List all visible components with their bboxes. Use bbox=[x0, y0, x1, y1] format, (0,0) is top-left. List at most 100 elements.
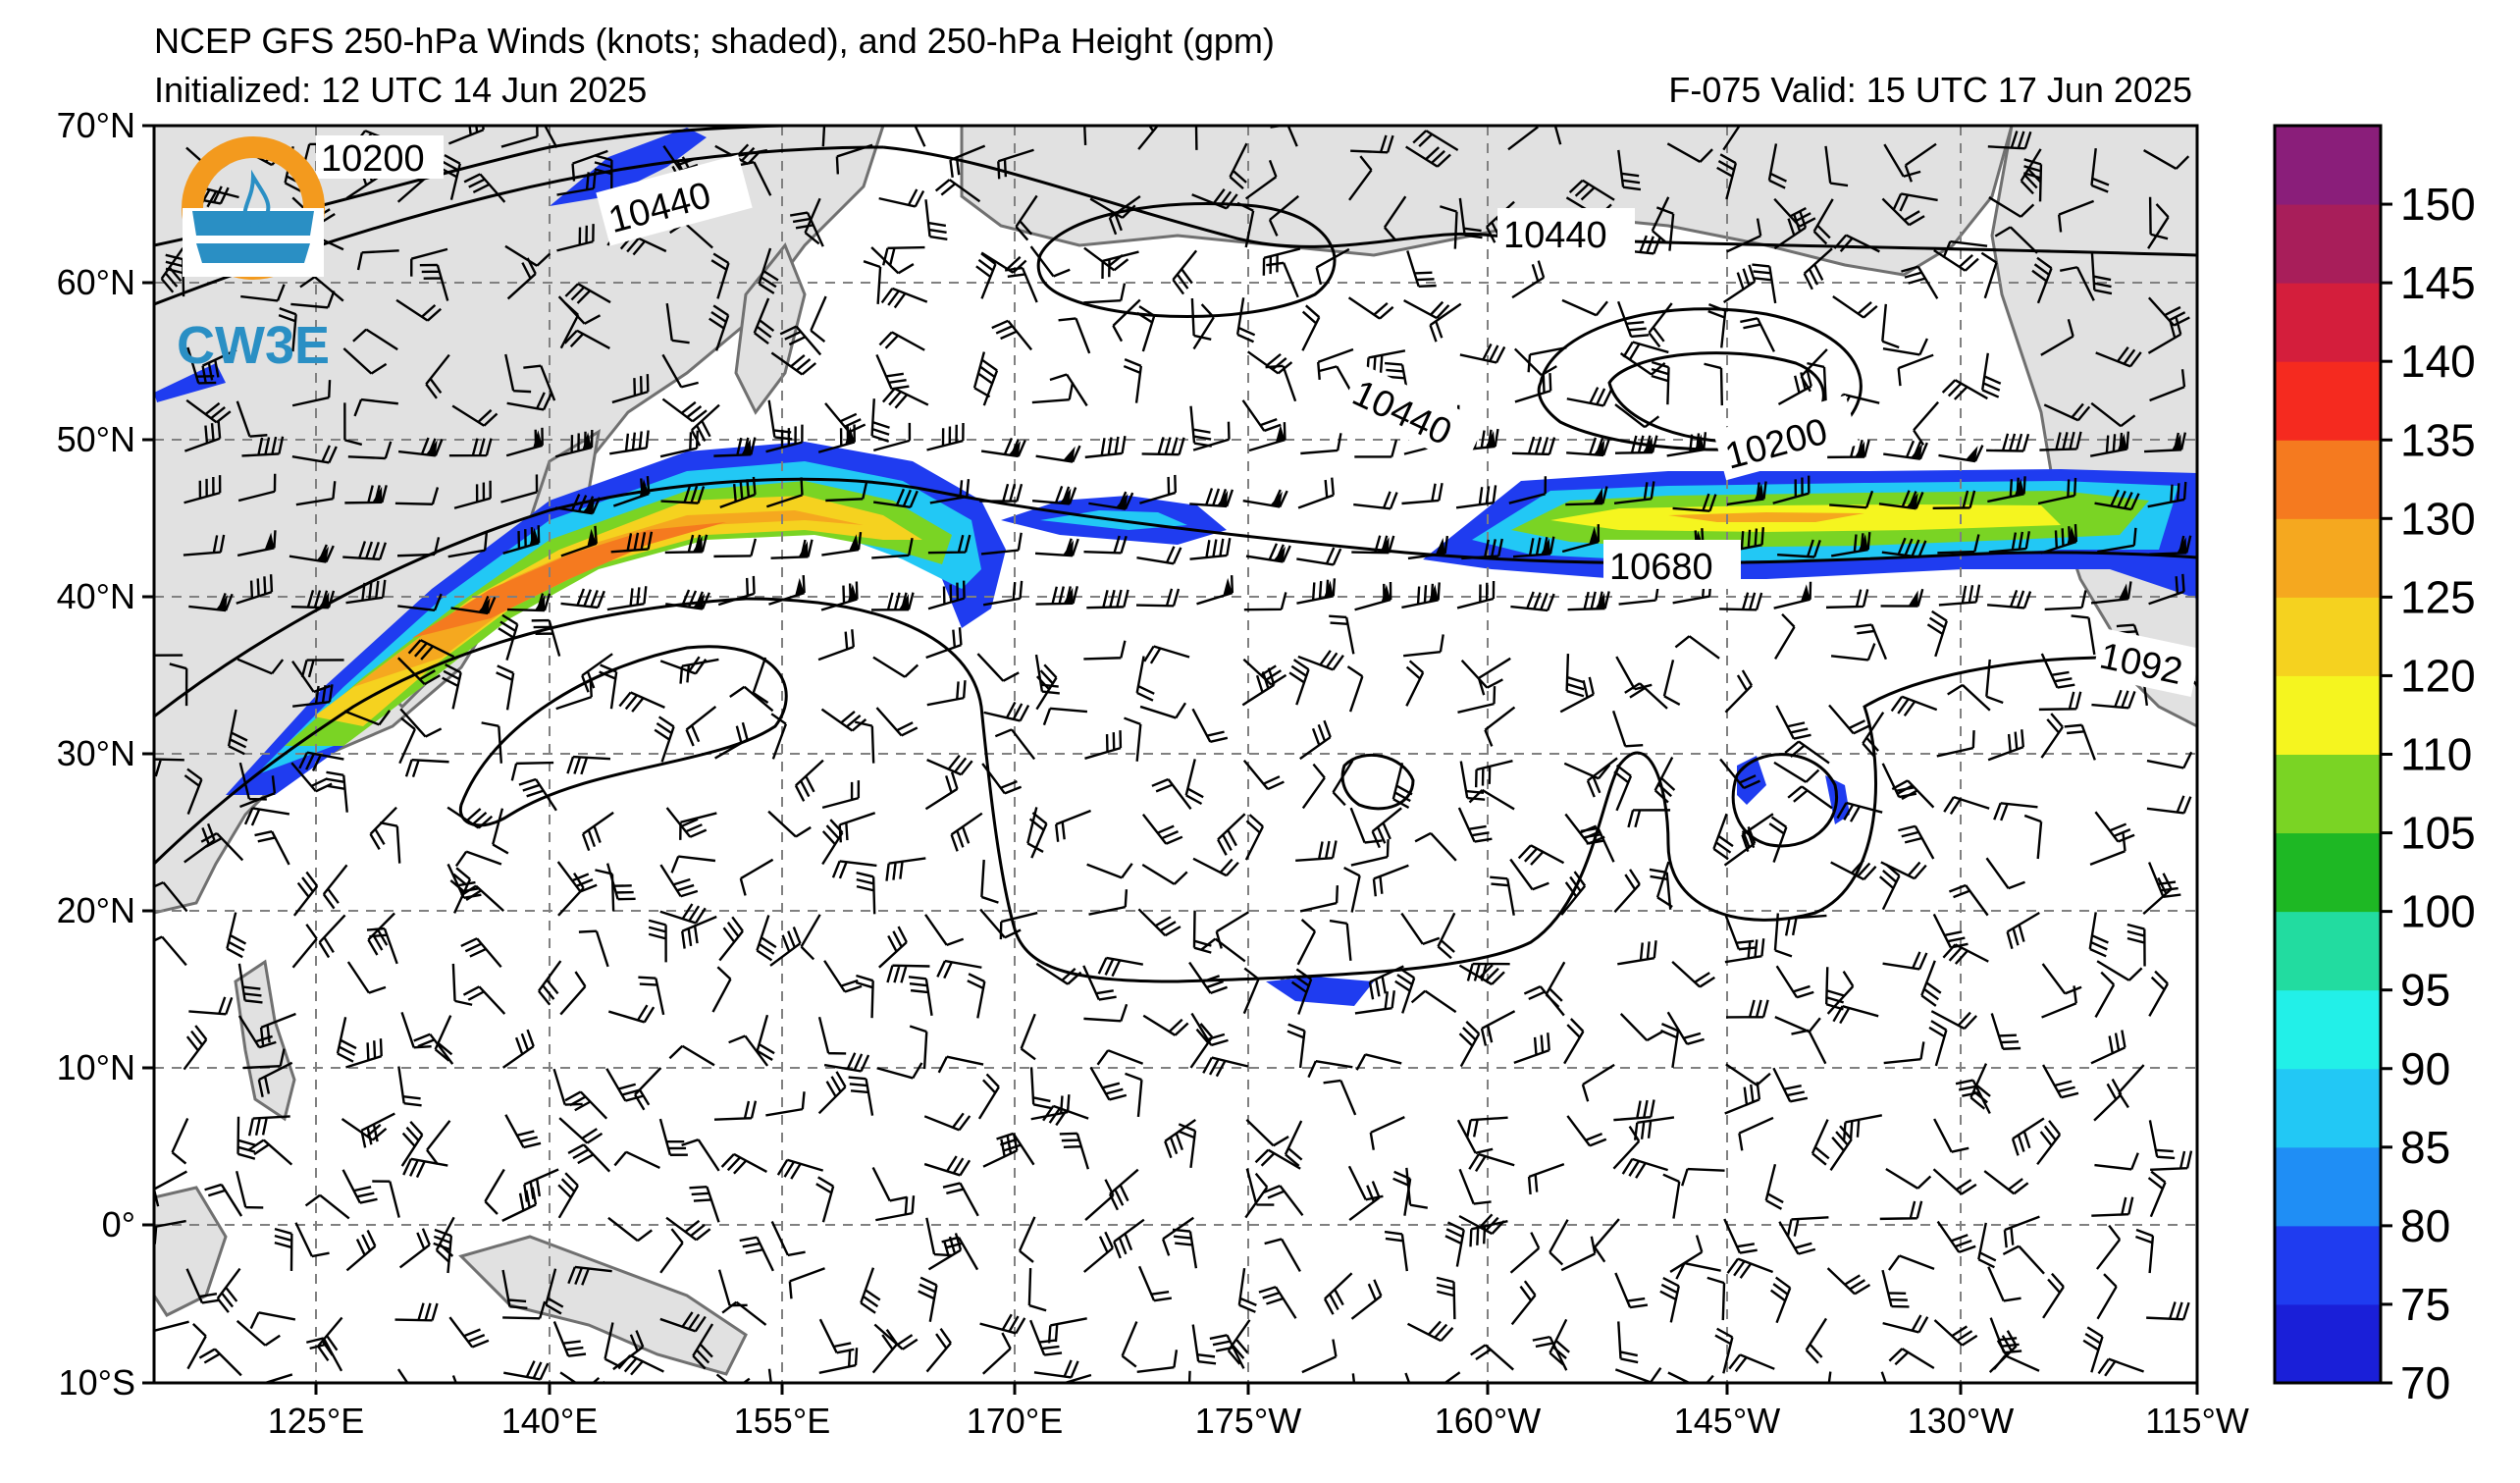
colorbar-label: 135 bbox=[2400, 414, 2476, 465]
wind-barb bbox=[1030, 1094, 1071, 1121]
wind-barb bbox=[1675, 1261, 1721, 1280]
wind-barb bbox=[925, 627, 963, 660]
wind-barb bbox=[908, 976, 933, 1017]
wind-flag bbox=[798, 541, 809, 557]
wind-barb bbox=[870, 592, 915, 611]
lat-labels: 70°N 60°N 50°N 40°N 30°N 20°N 10°N 0° 10… bbox=[57, 105, 135, 1403]
wind-barb bbox=[1060, 1373, 1092, 1383]
wind-barb bbox=[831, 860, 877, 879]
wind-flag bbox=[1906, 493, 1918, 509]
wind-barb bbox=[1878, 863, 1901, 911]
wind-barb bbox=[347, 441, 393, 460]
colorbar-label: 110 bbox=[2400, 729, 2472, 780]
wind-barb bbox=[563, 329, 610, 349]
wind-barb bbox=[1990, 1013, 2021, 1050]
wind-barb bbox=[523, 1168, 559, 1202]
wind-barb bbox=[292, 684, 334, 708]
wind-barb bbox=[1824, 145, 1849, 187]
wind-barb bbox=[1716, 153, 1738, 200]
wind-barb bbox=[451, 404, 499, 427]
wind-barb bbox=[1933, 1319, 1978, 1347]
wind-barb bbox=[1517, 844, 1565, 866]
wind-barb bbox=[1400, 912, 1441, 945]
wind-barb bbox=[531, 618, 561, 657]
wind-barb bbox=[1244, 159, 1278, 200]
wind-barb bbox=[345, 1229, 377, 1272]
wind-barb bbox=[1655, 206, 1675, 251]
wind-barb bbox=[980, 437, 1026, 458]
wind-barb bbox=[1633, 1116, 1675, 1140]
wind-barb bbox=[679, 658, 719, 684]
wind-barb bbox=[1295, 840, 1338, 863]
wind-barb bbox=[1349, 807, 1383, 844]
wind-barb bbox=[236, 1319, 281, 1347]
wind-barb bbox=[878, 188, 925, 208]
wind-barb bbox=[254, 830, 290, 866]
wind-barb bbox=[1983, 1170, 2029, 1195]
wind-barb bbox=[299, 276, 344, 302]
wind-flag bbox=[1428, 584, 1439, 603]
wind-barb bbox=[1299, 885, 1339, 913]
wind-flag bbox=[1642, 437, 1653, 453]
wind-barb bbox=[395, 298, 443, 322]
wind-barb bbox=[752, 657, 769, 705]
wind-barb bbox=[1936, 1220, 1976, 1253]
wind-barb bbox=[1368, 965, 1404, 1000]
wind-barb bbox=[523, 364, 556, 401]
wind-barb bbox=[1484, 706, 1516, 747]
wind-barb bbox=[923, 1155, 971, 1177]
wind-barb bbox=[1383, 195, 1407, 242]
wind-barb bbox=[1412, 130, 1459, 152]
colorbar-segment bbox=[2275, 1225, 2381, 1305]
colorbar-label: 70 bbox=[2400, 1357, 2450, 1408]
wind-barb bbox=[1082, 965, 1117, 1001]
wind-barb bbox=[1666, 1011, 1705, 1045]
wind-barb bbox=[1263, 1185, 1304, 1217]
wind-barb bbox=[2071, 614, 2096, 656]
wind-barb bbox=[1089, 1066, 1128, 1101]
wind-barb bbox=[1659, 1022, 1680, 1069]
wind-barb bbox=[1969, 1063, 1991, 1110]
wind-barb bbox=[1086, 589, 1129, 609]
wind-barb bbox=[1137, 1265, 1173, 1302]
wind-barb bbox=[823, 1052, 870, 1073]
colorbar-segment bbox=[2275, 1146, 2381, 1227]
wind-barb bbox=[1883, 1041, 1925, 1065]
wind-barb bbox=[1712, 813, 1734, 861]
wind-barb bbox=[1879, 1200, 1923, 1221]
wind-barb bbox=[2093, 1078, 2123, 1122]
wind-barb bbox=[1614, 435, 1658, 454]
wind-barb bbox=[566, 755, 611, 775]
wind-barb bbox=[1301, 763, 1326, 810]
wind-barb bbox=[243, 807, 290, 826]
wind-barb bbox=[259, 1012, 296, 1045]
colorbar-label: 80 bbox=[2400, 1200, 2450, 1251]
wind-barb bbox=[1192, 303, 1215, 350]
wind-barb bbox=[567, 1143, 611, 1173]
wind-barb bbox=[556, 171, 597, 196]
wind-barb bbox=[1784, 740, 1830, 765]
wind-barb bbox=[770, 713, 788, 760]
wind-barb bbox=[1264, 1238, 1301, 1273]
wind-barb bbox=[606, 586, 648, 611]
wind-barb bbox=[236, 658, 285, 675]
wind-barb bbox=[1738, 1116, 1774, 1151]
wind-flag bbox=[1223, 577, 1233, 597]
wind-barb bbox=[1029, 1319, 1063, 1356]
wind-barb bbox=[1035, 586, 1078, 606]
wind-barb bbox=[927, 1233, 963, 1271]
wind-barb bbox=[815, 1176, 835, 1223]
wind-barb bbox=[449, 867, 472, 914]
wind-barb bbox=[1987, 476, 2026, 503]
wind-barb bbox=[681, 1139, 720, 1172]
wind-barb bbox=[184, 420, 222, 452]
colorbar-segment bbox=[2275, 754, 2381, 834]
wind-barb bbox=[665, 807, 708, 838]
wind-barb bbox=[607, 1216, 653, 1243]
wind-barb bbox=[1172, 1228, 1198, 1269]
wind-barb bbox=[611, 374, 650, 404]
wind-barb bbox=[294, 1222, 330, 1258]
wind-barb bbox=[618, 691, 665, 713]
wind-barb bbox=[1672, 493, 1717, 512]
wind-barb bbox=[1189, 488, 1234, 508]
